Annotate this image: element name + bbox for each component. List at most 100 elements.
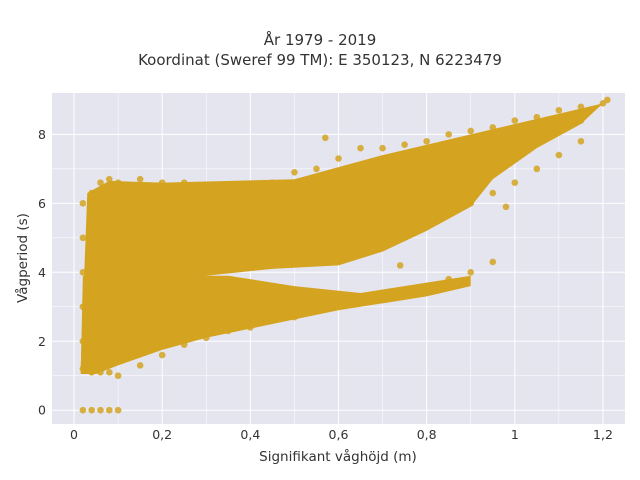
data-point: [577, 137, 585, 145]
data-point: [106, 368, 113, 376]
data-density-region: [80, 103, 603, 376]
lower-point-cloud: [80, 275, 471, 375]
x-tick-label: 0,8: [417, 427, 437, 442]
data-point: [247, 258, 254, 266]
y-axis-label: Vågperiod (s): [14, 213, 31, 303]
data-point: [577, 117, 585, 124]
data-point: [202, 213, 210, 221]
data-point: [401, 165, 408, 173]
data-point: [313, 193, 320, 200]
data-point: [533, 134, 541, 142]
data-point: [467, 151, 475, 159]
data-point: [114, 372, 122, 380]
data-point: [88, 189, 95, 197]
data-point: [97, 368, 104, 376]
data-point: [247, 182, 254, 190]
data-point: [180, 179, 188, 186]
data-point: [357, 144, 364, 152]
data-point: [511, 141, 519, 149]
data-point: [106, 406, 113, 414]
y-tick-label: 8: [38, 127, 46, 142]
data-point: [423, 282, 430, 290]
x-axis-label: Signifikant våghöjd (m): [259, 448, 417, 465]
data-point: [136, 220, 144, 228]
data-point: [467, 127, 475, 135]
x-tick-label: 0: [70, 427, 78, 442]
chart-title: År 1979 - 2019: [263, 31, 377, 49]
data-point: [136, 362, 144, 369]
data-point: [555, 151, 563, 159]
data-point: [321, 134, 329, 142]
data-point: [79, 365, 87, 373]
y-tick-label: 0: [38, 403, 46, 418]
data-point: [202, 182, 210, 190]
data-point: [335, 155, 342, 162]
data-point: [423, 137, 430, 145]
data-point: [269, 255, 276, 262]
data-point: [97, 217, 104, 224]
data-point: [79, 406, 87, 414]
data-point: [158, 286, 166, 293]
y-tick-label: 4: [38, 265, 46, 280]
data-point: [88, 368, 95, 376]
data-point: [114, 406, 122, 414]
data-point: [467, 268, 475, 276]
x-tick-label: 0,2: [152, 427, 172, 442]
data-point: [401, 141, 408, 149]
data-point: [136, 175, 144, 183]
data-point: [445, 210, 452, 217]
data-point: [202, 268, 210, 276]
data-point: [335, 244, 342, 252]
data-point: [577, 103, 585, 111]
data-point: [511, 117, 519, 124]
data-point: [225, 327, 232, 335]
data-point: [180, 272, 188, 280]
data-point: [489, 189, 497, 197]
data-point: [106, 331, 113, 338]
data-point: [313, 248, 320, 255]
data-point: [313, 165, 320, 173]
data-point: [502, 203, 510, 211]
data-point: [357, 237, 364, 245]
data-point: [247, 203, 254, 211]
x-tick-label: 0,6: [329, 427, 349, 442]
data-point: [269, 200, 276, 207]
x-tick-label: 0,4: [240, 427, 260, 442]
data-point: [423, 162, 430, 169]
data-point: [269, 179, 276, 186]
data-point: [604, 96, 611, 104]
data-point: [555, 127, 563, 135]
data-point: [114, 303, 122, 311]
y-tick-labels: 0 2 4 6 8: [38, 127, 46, 418]
x-tick-labels: 0 0,2 0,4 0,6 0,8 1 1,2: [70, 427, 613, 442]
data-point: [489, 124, 497, 131]
data-point: [97, 286, 104, 293]
x-tick-label: 1: [511, 427, 519, 442]
data-point: [269, 317, 276, 324]
data-point: [357, 179, 364, 186]
data-point: [379, 144, 386, 152]
data-point: [379, 231, 386, 238]
data-point: [533, 165, 541, 173]
data-point: [357, 296, 364, 304]
data-point: [445, 131, 452, 138]
data-point: [79, 234, 87, 242]
data-point: [106, 175, 113, 183]
y-tick-label: 6: [38, 196, 46, 211]
data-point: [291, 255, 298, 262]
data-point: [291, 196, 298, 204]
data-point: [396, 262, 404, 269]
data-point: [225, 262, 232, 269]
data-point: [379, 172, 386, 180]
data-point: [445, 155, 452, 162]
data-point: [423, 217, 430, 224]
chart-title-block: År 1979 - 2019 Koordinat (Sweref 99 TM):…: [0, 30, 640, 70]
data-point: [291, 313, 298, 321]
data-point: [136, 296, 144, 304]
data-point: [97, 179, 104, 186]
data-point: [401, 224, 408, 231]
data-point: [79, 200, 87, 207]
data-point: [511, 179, 519, 186]
data-point: [247, 324, 254, 331]
